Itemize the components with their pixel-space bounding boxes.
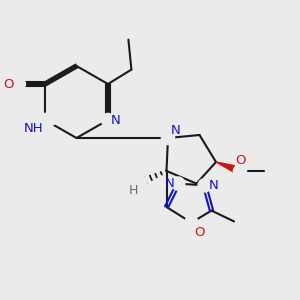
Text: O: O [235, 154, 245, 166]
Text: H: H [129, 184, 138, 197]
Ellipse shape [172, 177, 185, 190]
Text: O: O [194, 226, 205, 238]
Ellipse shape [161, 131, 175, 145]
Ellipse shape [8, 77, 26, 91]
Text: N: N [111, 113, 121, 127]
Ellipse shape [33, 113, 57, 127]
Ellipse shape [134, 176, 147, 189]
Text: O: O [4, 77, 14, 91]
Text: NH: NH [24, 122, 44, 134]
Ellipse shape [198, 179, 211, 192]
Ellipse shape [101, 113, 115, 127]
Text: N: N [164, 177, 174, 190]
Polygon shape [216, 162, 242, 175]
Ellipse shape [233, 164, 247, 178]
Ellipse shape [185, 216, 198, 229]
Text: N: N [209, 179, 218, 192]
Text: N: N [170, 124, 180, 136]
